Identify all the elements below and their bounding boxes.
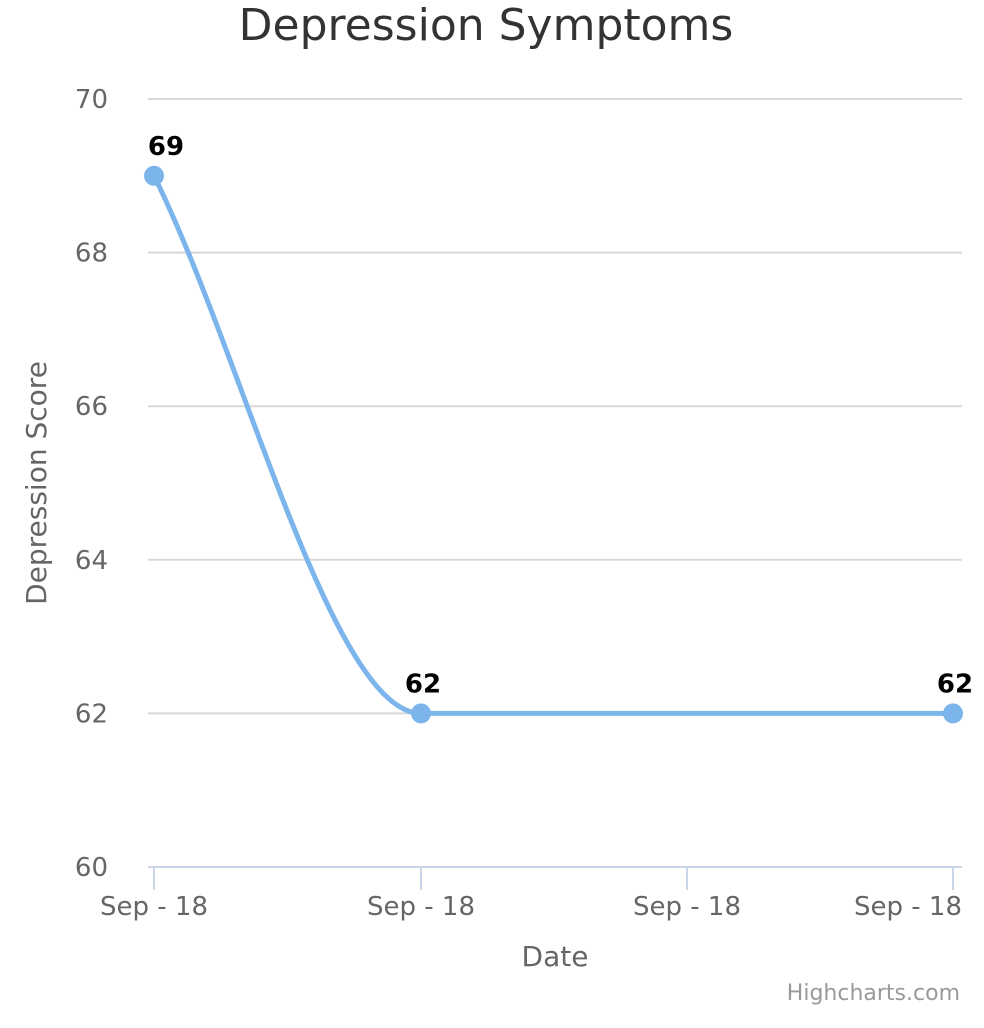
- x-axis-title: Date: [522, 940, 589, 973]
- y-axis-tick-labels: 60 62 64 66 68 70: [75, 85, 108, 883]
- y-tick-label: 66: [75, 392, 108, 422]
- series: [144, 165, 963, 724]
- x-tick-label: Sep - 18: [854, 892, 962, 922]
- x-tick-label: Sep - 18: [367, 892, 475, 922]
- y-tick-label: 62: [75, 699, 108, 729]
- data-point[interactable]: [943, 703, 963, 724]
- y-tick-label: 68: [75, 239, 108, 269]
- data-label: 69: [148, 132, 184, 162]
- credits-link[interactable]: Highcharts.com: [787, 981, 960, 1006]
- series-line: [151, 173, 956, 716]
- data-point[interactable]: [411, 703, 431, 724]
- chart-title: Depression Symptoms: [239, 0, 734, 51]
- y-tick-label: 64: [75, 546, 108, 576]
- x-axis: Sep - 18 Sep - 18 Sep - 18 Sep - 18: [100, 866, 962, 922]
- data-labels: 69 62 62: [148, 132, 973, 700]
- x-tick-label: Sep - 18: [100, 892, 208, 922]
- data-point[interactable]: [144, 165, 164, 186]
- gridlines: [148, 98, 962, 715]
- x-tick-label: Sep - 18: [633, 892, 741, 922]
- data-label: 62: [937, 669, 973, 699]
- y-axis-title: Depression Score: [20, 361, 53, 605]
- y-tick-label: 60: [75, 853, 108, 883]
- y-tick-label: 70: [75, 85, 108, 115]
- data-label: 62: [405, 669, 441, 699]
